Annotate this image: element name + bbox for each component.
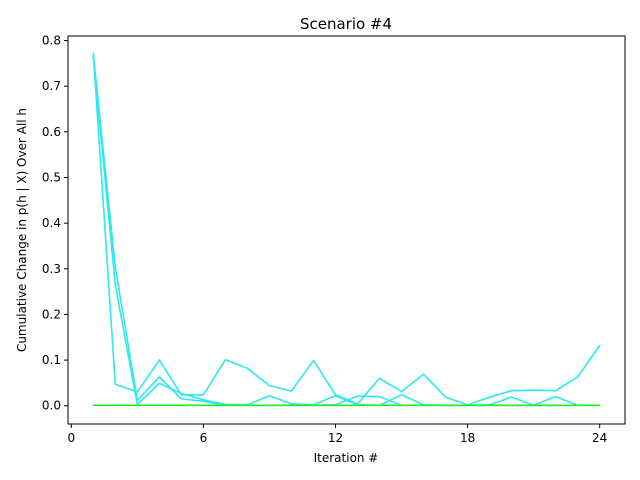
x-tick-label: 6: [200, 431, 208, 445]
plot-area-frame: [67, 35, 626, 425]
y-tick-label: 0.7: [42, 79, 61, 93]
y-axis-label: Cumulative Change in p(h | X) Over All h: [15, 108, 29, 352]
y-tick-label: 0.5: [42, 171, 61, 185]
y-tick-label: 0.4: [42, 216, 61, 230]
y-tick-label: 0.0: [42, 399, 61, 413]
x-tick-label: 24: [592, 431, 607, 445]
y-tick-label: 0.8: [42, 34, 61, 48]
series-line-2: [92, 55, 579, 407]
x-axis-ticks: 0 6 12 18 24: [67, 424, 607, 445]
series-layer: [92, 52, 601, 407]
x-tick-label: 18: [460, 431, 475, 445]
y-tick-label: 0.2: [42, 307, 61, 321]
y-axis-ticks: 0.0 0.1 0.2 0.3 0.4 0.5 0.6 0.7 0.8: [42, 34, 68, 413]
series-line-1: [92, 52, 601, 406]
chart-title: Scenario #4: [300, 15, 392, 33]
x-axis-label: Iteration #: [314, 451, 379, 465]
x-tick-label: 0: [67, 431, 75, 445]
y-tick-label: 0.3: [42, 262, 61, 276]
y-tick-label: 0.6: [42, 125, 61, 139]
y-tick-label: 0.1: [42, 353, 61, 367]
x-tick-label: 12: [328, 431, 343, 445]
